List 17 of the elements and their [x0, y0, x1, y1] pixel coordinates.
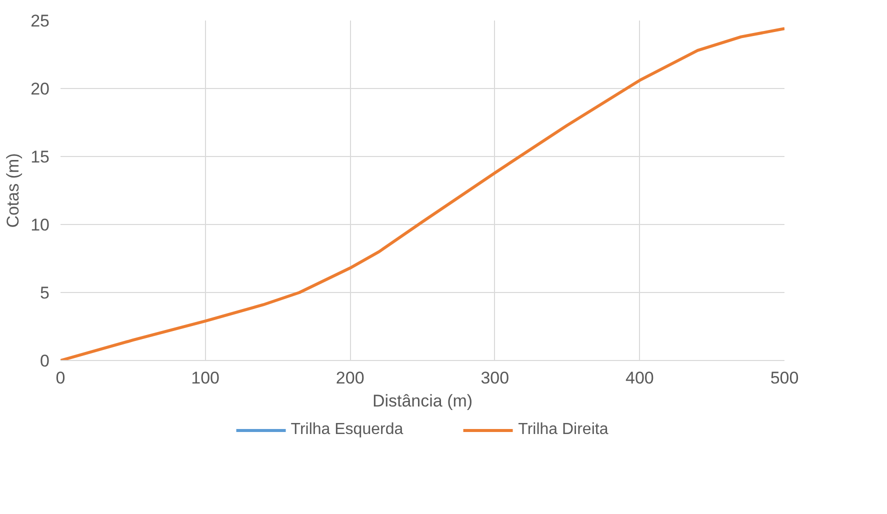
- legend-label: Trilha Direita: [518, 421, 608, 439]
- y-tick-label: 20: [30, 80, 50, 98]
- y-tick-label: 15: [30, 148, 50, 166]
- y-tick-label: 25: [30, 12, 50, 30]
- y-axis-title: Cotas (m): [4, 153, 23, 228]
- x-tick-label: 0: [56, 368, 66, 388]
- x-tick-label: 200: [336, 368, 364, 388]
- x-tick-label: 400: [626, 368, 654, 388]
- x-axis-title: Distância (m): [372, 392, 473, 410]
- legend-label: Trilha Esquerda: [290, 421, 404, 439]
- x-tick-label: 100: [191, 368, 220, 388]
- y-tick-label: 5: [40, 284, 50, 302]
- x-tick-label: 300: [480, 368, 510, 388]
- y-tick-label: 0: [40, 352, 50, 370]
- x-tick-label: 500: [770, 368, 799, 388]
- line-series: [60, 27, 784, 360]
- y-tick-label: 10: [30, 216, 50, 234]
